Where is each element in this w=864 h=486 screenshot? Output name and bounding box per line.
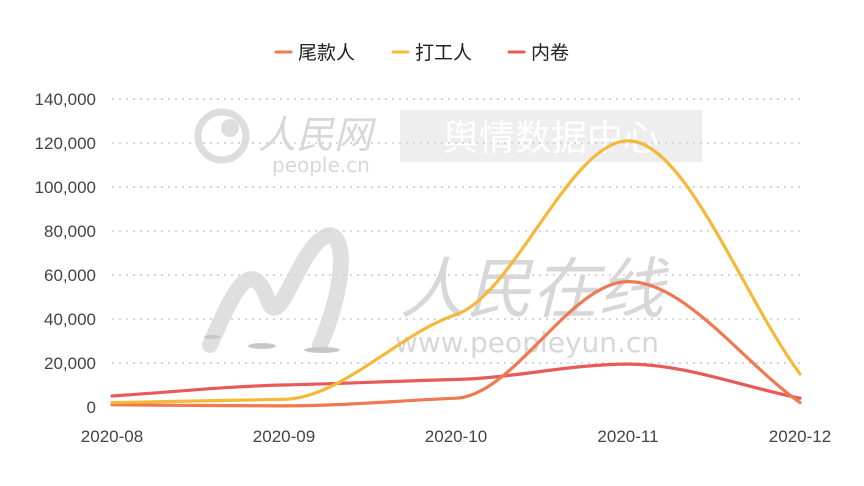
series-line-2 <box>110 362 802 400</box>
y-tick-label: 0 <box>87 398 96 417</box>
grid <box>112 98 800 364</box>
y-axis: 0 20,000 40,000 60,000 80,000 100,000 120,000 1… <box>35 90 96 417</box>
y-tick-label: 140,000 <box>35 90 96 109</box>
legend-label: 打工人 <box>415 42 472 64</box>
y-tick-label: 40,000 <box>44 310 96 329</box>
y-tick-label: 120,000 <box>35 134 96 153</box>
watermark-logo-url: people.cn <box>272 153 370 177</box>
legend-label: 内卷 <box>531 42 569 64</box>
y-tick-label: 60,000 <box>44 266 96 285</box>
x-tick-label: 2020-10 <box>425 427 487 446</box>
peopleyun-logo-icon <box>202 226 349 353</box>
y-tick-label: 80,000 <box>44 222 96 241</box>
watermark-big-text: 人民在线 <box>400 251 670 328</box>
legend: 尾款人 打工人 内卷 <box>274 42 569 64</box>
y-tick-label: 20,000 <box>44 354 96 373</box>
people-logo-icon <box>194 108 250 164</box>
legend-label: 尾款人 <box>298 42 355 64</box>
x-axis: 2020-08 2020-09 2020-10 2020-11 2020-12 <box>81 427 831 446</box>
x-tick-label: 2020-08 <box>81 427 143 446</box>
series-line-0 <box>110 280 802 408</box>
x-tick-label: 2020-12 <box>769 427 831 446</box>
y-tick-label: 100,000 <box>35 178 96 197</box>
watermark: 人民网 people.cn 舆情数据中心 人民在线 www.peopleyun.… <box>194 108 702 359</box>
x-tick-label: 2020-11 <box>597 427 658 446</box>
x-tick-label: 2020-09 <box>253 427 315 446</box>
watermark-logo-text: 人民网 <box>258 113 377 157</box>
watermark-box-text: 舆情数据中心 <box>443 118 659 159</box>
series-line-1 <box>110 139 802 405</box>
series-lines <box>110 139 802 408</box>
watermark-box <box>400 110 702 162</box>
